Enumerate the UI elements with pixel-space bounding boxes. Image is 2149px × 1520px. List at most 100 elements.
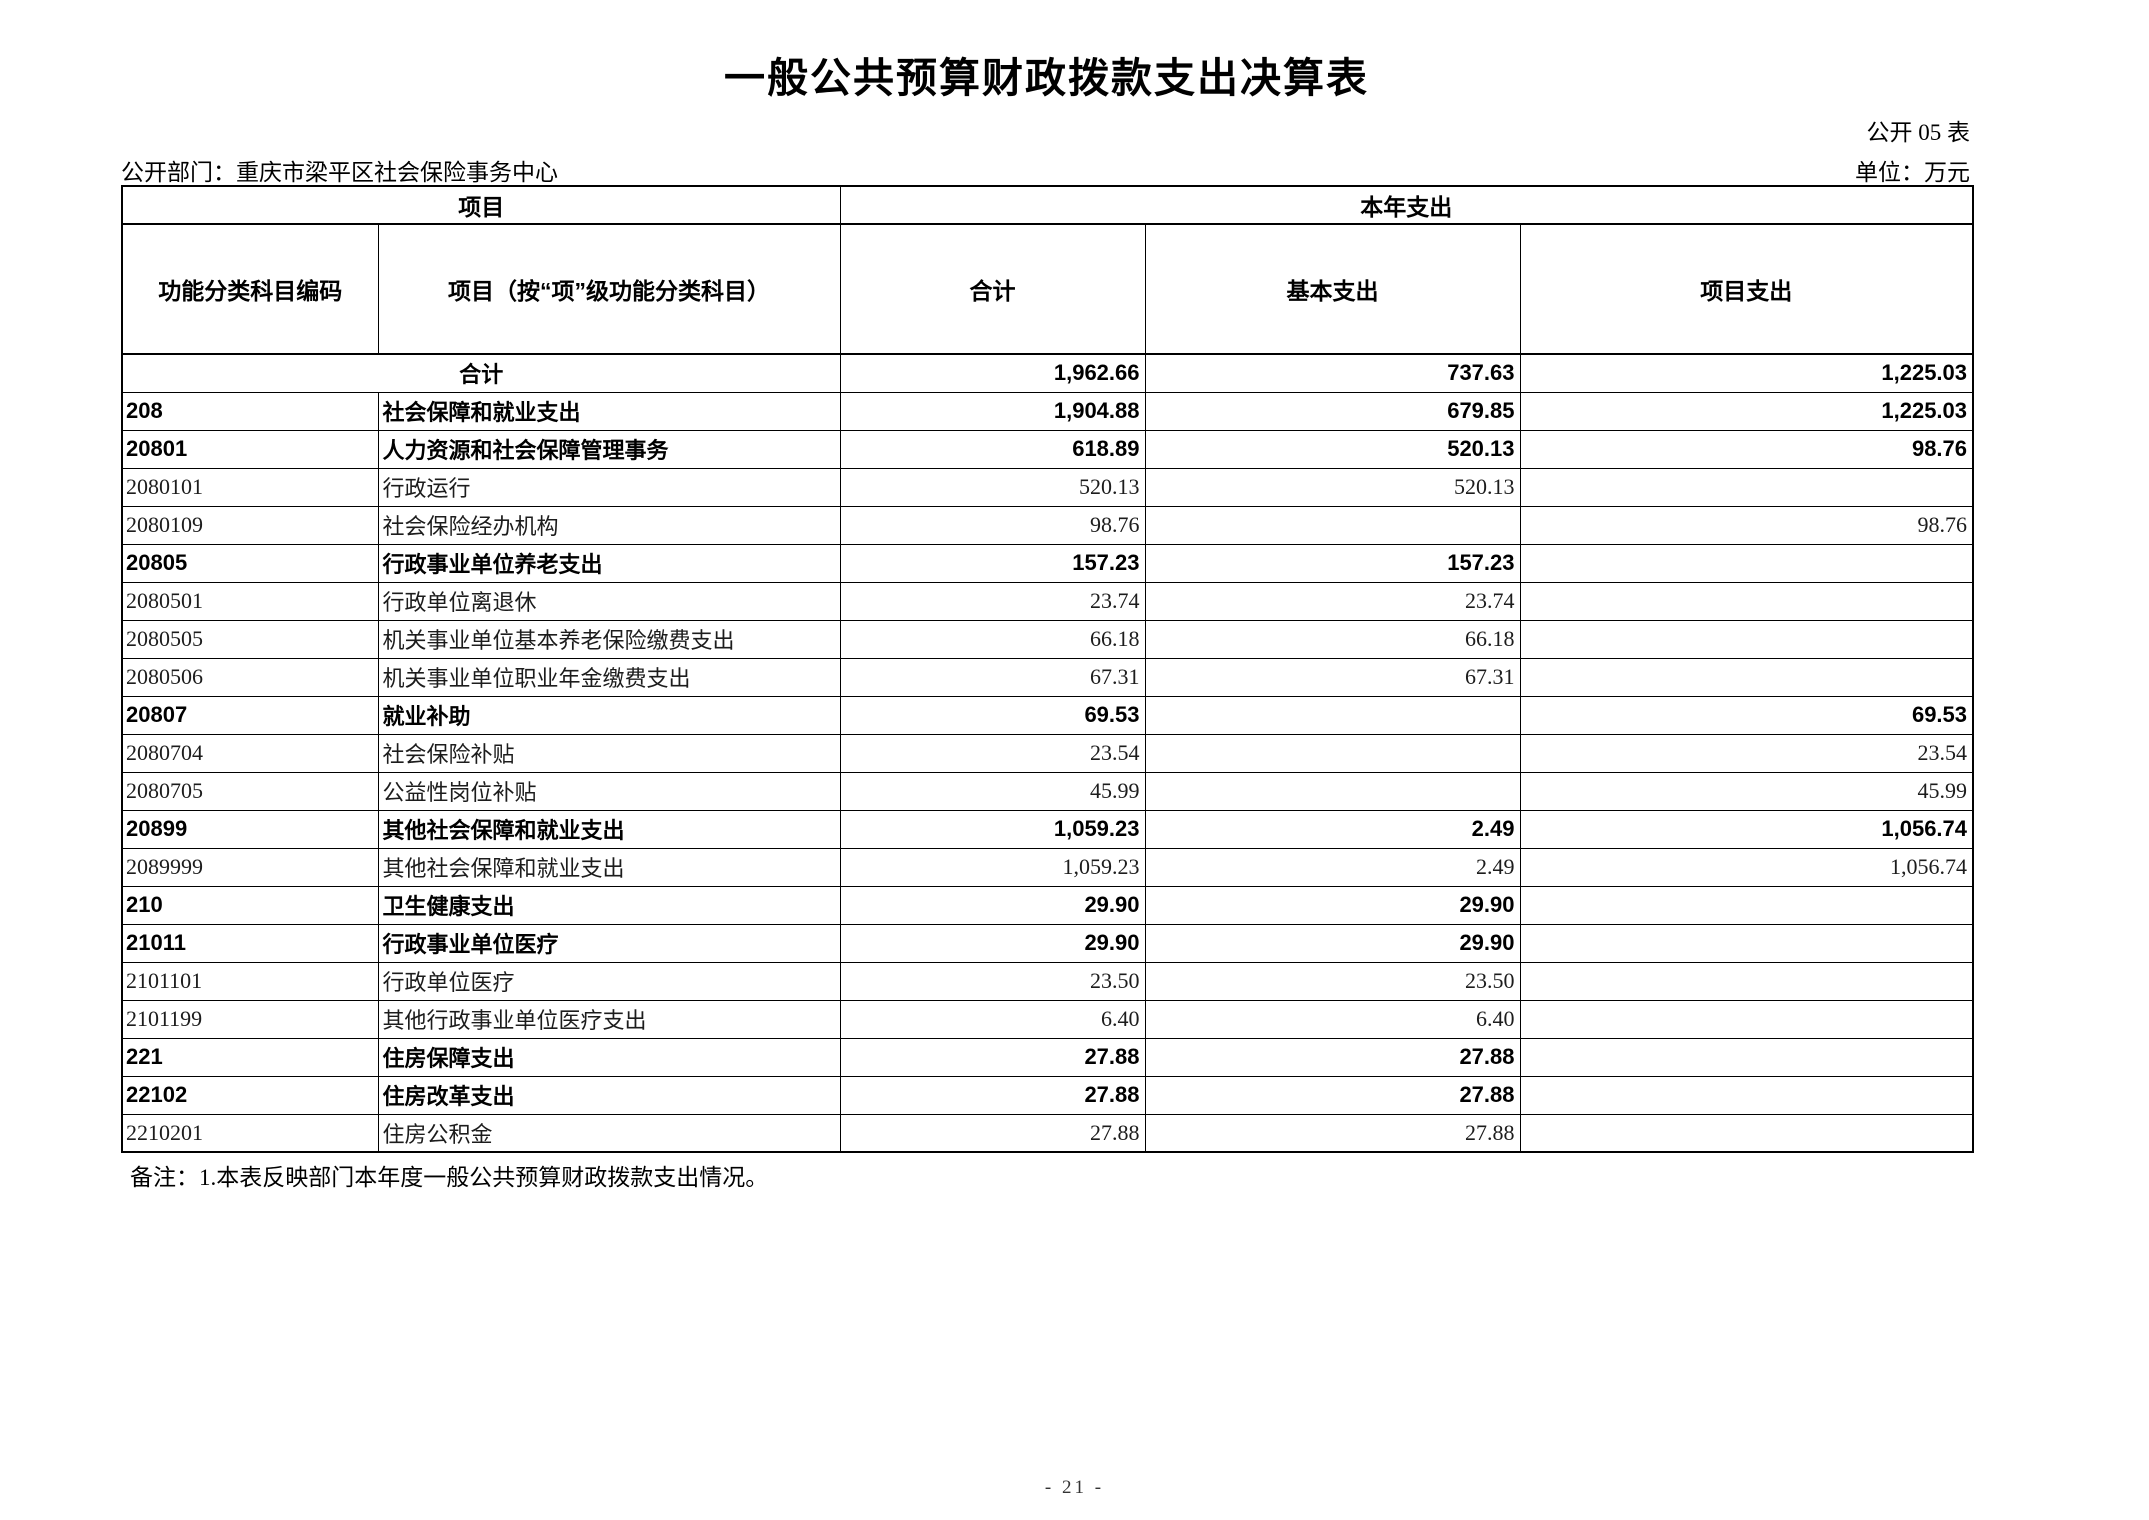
table-cell (1519, 1075, 1974, 1115)
table-cell (1519, 999, 1974, 1039)
table-cell: 社会保险补贴 (377, 733, 841, 773)
table-cell: 69.53 (1519, 695, 1974, 735)
table-row: 21011 行政事业单位医疗 29.90 29.90 (121, 923, 1974, 963)
footnote: 备注：1.本表反映部门本年度一般公共预算财政拨款支出情况。 (130, 1165, 769, 1190)
table-cell: 1,904.88 (839, 391, 1146, 431)
table-cell: 1,056.74 (1519, 847, 1974, 887)
table-cell: 住房改革支出 (377, 1075, 841, 1115)
table-cell: 737.63 (1144, 353, 1521, 393)
table-cell: 29.90 (839, 885, 1146, 925)
table-cell: 1,059.23 (839, 809, 1146, 849)
table-cell: 2089999 (121, 847, 379, 887)
table-cell: 6.40 (1144, 999, 1521, 1039)
header-group-item: 项目 (121, 185, 841, 225)
table-row: 20899 其他社会保障和就业支出 1,059.23 2.49 1,056.74 (121, 809, 1974, 849)
table-cell: 2080505 (121, 619, 379, 659)
table-row: 2080109 社会保险经办机构 98.76 98.76 (121, 505, 1974, 545)
table-cell (1144, 505, 1521, 545)
department-label: 公开部门：重庆市梁平区社会保险事务中心 (121, 160, 558, 185)
table-row: 20805 行政事业单位养老支出 157.23 157.23 (121, 543, 1974, 583)
table-cell (1519, 885, 1974, 925)
header-col-item: 项目（按“项”级功能分类科目） (377, 223, 841, 355)
table-row: 2089999 其他社会保障和就业支出 1,059.23 2.49 1,056.74 (121, 847, 1974, 887)
table-row: 2101199 其他行政事业单位医疗支出 6.40 6.40 (121, 999, 1974, 1039)
table-cell: 住房保障支出 (377, 1037, 841, 1077)
header-col-basic: 基本支出 (1144, 223, 1521, 355)
table-cell: 221 (121, 1037, 379, 1077)
table-cell: 1,225.03 (1519, 353, 1974, 393)
table-cell: 157.23 (1144, 543, 1521, 583)
table-row: 22102 住房改革支出 27.88 27.88 (121, 1075, 1974, 1115)
table-cell: 23.54 (839, 733, 1146, 773)
table-cell: 1,059.23 (839, 847, 1146, 887)
table-cell: 社会保险经办机构 (377, 505, 841, 545)
table-cell: 29.90 (1144, 885, 1521, 925)
table-cell: 23.74 (1144, 581, 1521, 621)
table-cell: 6.40 (839, 999, 1146, 1039)
table-row: 221 住房保障支出 27.88 27.88 (121, 1037, 1974, 1077)
table-cell: 行政事业单位医疗 (377, 923, 841, 963)
table-cell: 2.49 (1144, 847, 1521, 887)
table-cell: 27.88 (839, 1075, 1146, 1115)
table-cell: 行政事业单位养老支出 (377, 543, 841, 583)
table-cell: 2080101 (121, 467, 379, 507)
table-cell: 21011 (121, 923, 379, 963)
table-cell: 行政运行 (377, 467, 841, 507)
table-cell: 2080506 (121, 657, 379, 697)
table-cell: 29.90 (839, 923, 1146, 963)
table-cell (1519, 619, 1974, 659)
table-cell: 27.88 (1144, 1075, 1521, 1115)
header-columns-row: 功能分类科目编码 项目（按“项”级功能分类科目） 合计 基本支出 项目支出 (121, 223, 1974, 355)
table-cell: 20805 (121, 543, 379, 583)
table-cell: 98.76 (839, 505, 1146, 545)
table-cell: 其他社会保障和就业支出 (377, 809, 841, 849)
header-col-code: 功能分类科目编码 (121, 223, 379, 355)
header-col-total: 合计 (839, 223, 1146, 355)
total-row: 合计 1,962.66 737.63 1,225.03 (121, 353, 1974, 393)
table-cell (1519, 543, 1974, 583)
table-cell: 1,056.74 (1519, 809, 1974, 849)
table-cell: 20807 (121, 695, 379, 735)
table-cell: 208 (121, 391, 379, 431)
table-cell: 520.13 (1144, 467, 1521, 507)
table-cell: 2080704 (121, 733, 379, 773)
page-number: - 21 - (1044, 1477, 1105, 1498)
table-row: 208 社会保障和就业支出 1,904.88 679.85 1,225.03 (121, 391, 1974, 431)
table-row: 2080505 机关事业单位基本养老保险缴费支出 66.18 66.18 (121, 619, 1974, 659)
header-col-project: 项目支出 (1519, 223, 1974, 355)
table-cell: 210 (121, 885, 379, 925)
table-cell: 67.31 (839, 657, 1146, 697)
form-number: 公开 05 表 (1866, 120, 1971, 145)
table-cell: 520.13 (839, 467, 1146, 507)
table-cell: 23.50 (839, 961, 1146, 1001)
table-cell: 机关事业单位职业年金缴费支出 (377, 657, 841, 697)
header-group-row: 项目 本年支出 (121, 185, 1974, 225)
table-cell: 公益性岗位补贴 (377, 771, 841, 811)
table-cell: 2.49 (1144, 809, 1521, 849)
table-cell (1144, 695, 1521, 735)
table-cell: 行政单位医疗 (377, 961, 841, 1001)
table-cell (1519, 581, 1974, 621)
table-row: 2080704 社会保险补贴 23.54 23.54 (121, 733, 1974, 773)
table-cell: 机关事业单位基本养老保险缴费支出 (377, 619, 841, 659)
table-row: 2080506 机关事业单位职业年金缴费支出 67.31 67.31 (121, 657, 1974, 697)
table-row: 2101101 行政单位医疗 23.50 23.50 (121, 961, 1974, 1001)
table-cell (1519, 1113, 1974, 1153)
table-cell (1519, 923, 1974, 963)
table-cell: 2080501 (121, 581, 379, 621)
table-cell: 人力资源和社会保障管理事务 (377, 429, 841, 469)
table-cell: 1,225.03 (1519, 391, 1974, 431)
expense-table: 项目 本年支出 功能分类科目编码 项目（按“项”级功能分类科目） 合计 基本支出… (121, 185, 1975, 1153)
table-cell: 其他行政事业单位医疗支出 (377, 999, 841, 1039)
table-cell: 社会保障和就业支出 (377, 391, 841, 431)
table-cell: 1,962.66 (839, 353, 1146, 393)
unit-label: 单位：万元 (1855, 160, 1970, 185)
table-row: 2080705 公益性岗位补贴 45.99 45.99 (121, 771, 1974, 811)
table-cell: 27.88 (839, 1037, 1146, 1077)
table-cell: 2101101 (121, 961, 379, 1001)
table-cell: 23.74 (839, 581, 1146, 621)
table-cell: 520.13 (1144, 429, 1521, 469)
table-cell: 66.18 (1144, 619, 1521, 659)
table-cell: 其他社会保障和就业支出 (377, 847, 841, 887)
